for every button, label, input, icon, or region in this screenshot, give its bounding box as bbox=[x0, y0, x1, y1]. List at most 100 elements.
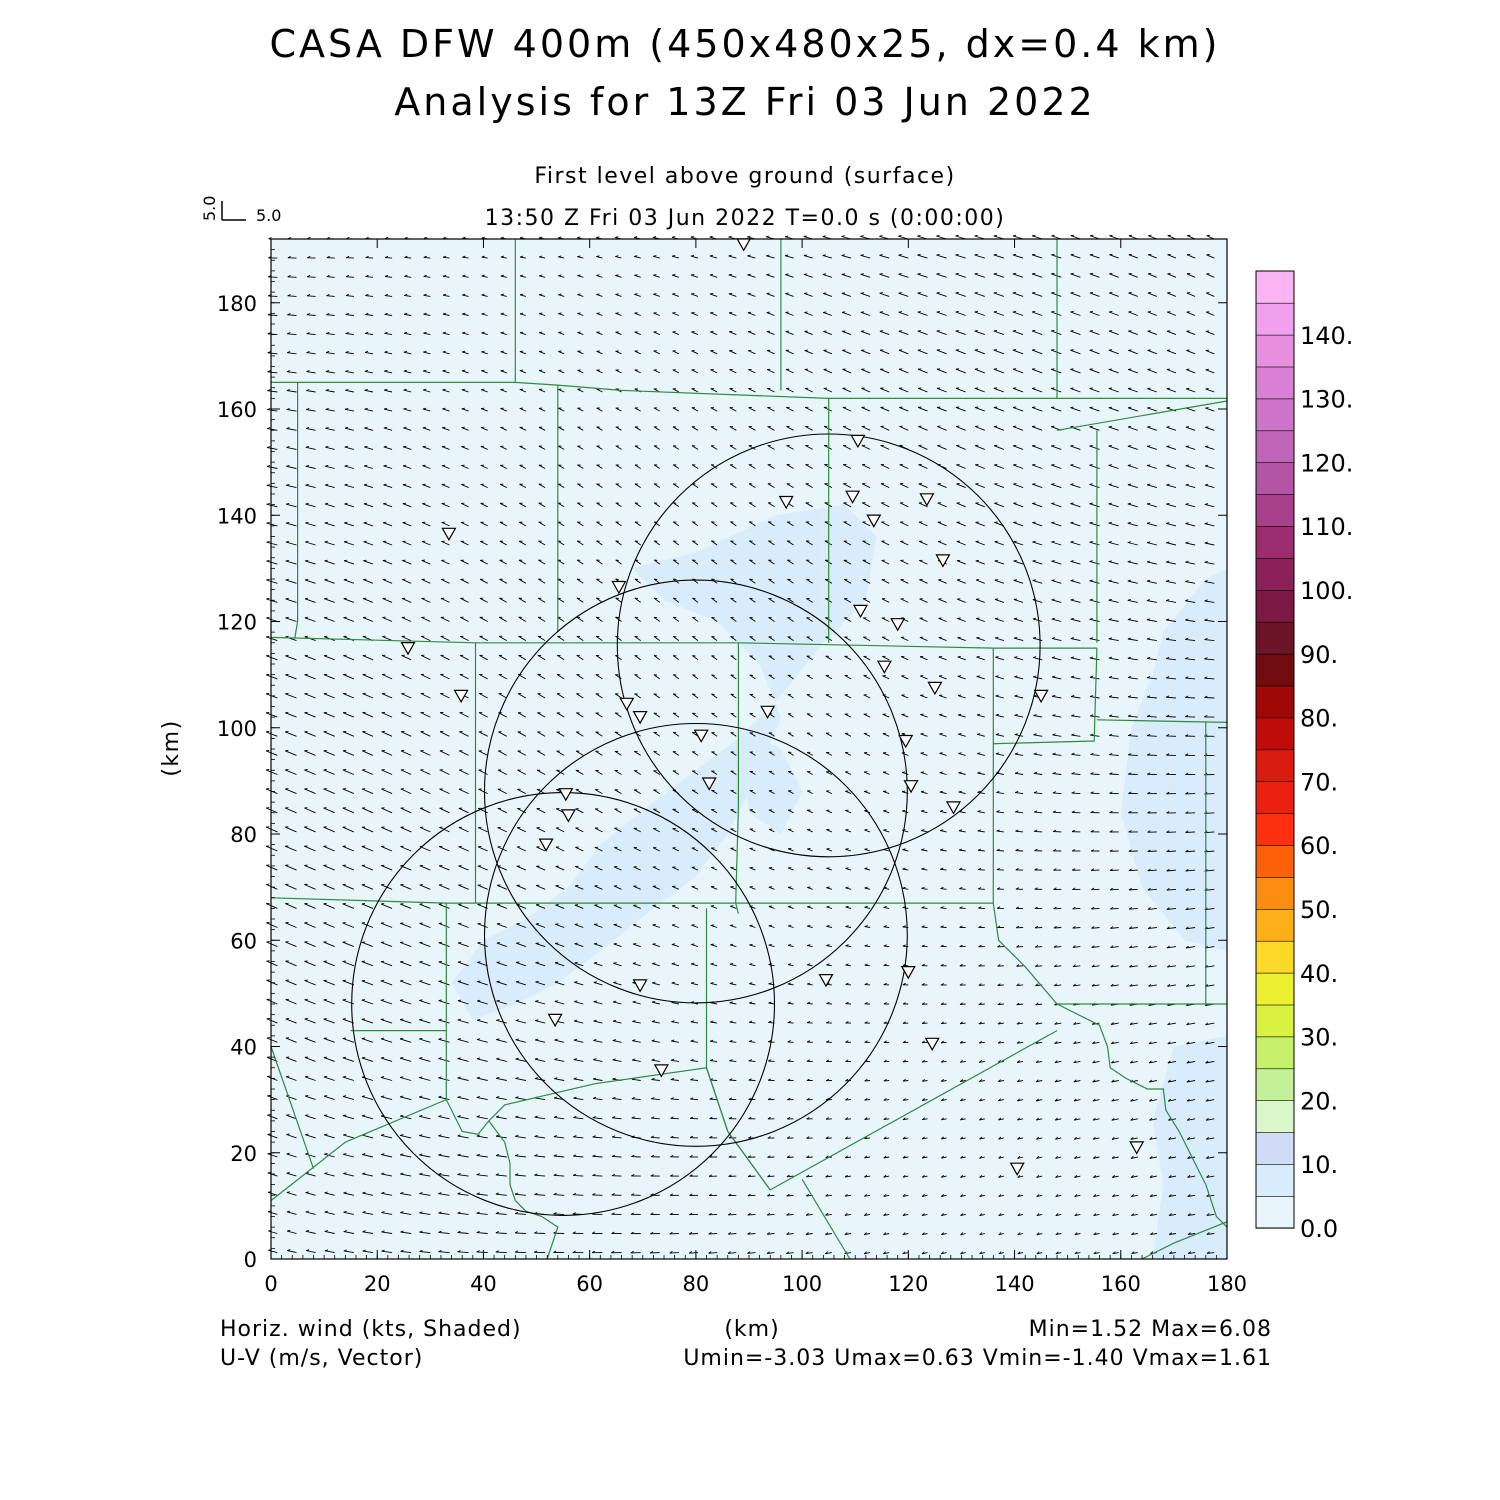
wind-vector bbox=[596, 578, 603, 584]
wind-vector bbox=[497, 807, 507, 814]
wind-vector-head bbox=[363, 521, 367, 524]
wind-vector bbox=[305, 560, 316, 565]
wind-vector bbox=[500, 389, 507, 393]
wind-vector-head bbox=[457, 1095, 461, 1098]
wind-vector bbox=[691, 828, 699, 833]
wind-vector-head bbox=[768, 905, 773, 907]
wind-vector-head bbox=[959, 1021, 963, 1025]
wind-vector-head bbox=[864, 925, 868, 928]
wind-vector bbox=[442, 294, 450, 297]
wind-vector bbox=[499, 521, 508, 527]
wind-vector bbox=[710, 905, 718, 909]
wind-vector-head bbox=[573, 1019, 578, 1022]
wind-vector bbox=[862, 617, 871, 622]
wind-vector bbox=[518, 655, 527, 661]
wind-vector bbox=[439, 750, 450, 756]
wind-vector-head bbox=[975, 502, 979, 504]
wind-vector-head bbox=[403, 369, 408, 372]
wind-vector-head bbox=[1016, 1021, 1020, 1025]
wind-vector bbox=[1109, 773, 1119, 775]
wind-vector bbox=[804, 349, 813, 355]
wind-vector-head bbox=[438, 1057, 442, 1059]
wind-vector-head bbox=[384, 350, 388, 353]
wind-vector-head bbox=[788, 886, 792, 888]
wind-vector bbox=[806, 713, 813, 718]
wind-vector bbox=[442, 370, 450, 374]
wind-vector-head bbox=[902, 1117, 906, 1121]
wind-vector-head bbox=[844, 1213, 848, 1216]
wind-vector bbox=[672, 521, 680, 527]
wind-vector-head bbox=[1051, 406, 1055, 408]
wind-vector bbox=[919, 656, 928, 661]
wind-vector bbox=[596, 483, 603, 488]
wind-vector bbox=[499, 578, 508, 584]
wind-vector bbox=[1127, 696, 1138, 699]
wind-vector bbox=[323, 731, 335, 737]
wind-vector-head bbox=[438, 961, 442, 963]
wind-vector bbox=[806, 598, 813, 603]
wind-vector bbox=[364, 370, 374, 374]
wind-vector-head bbox=[995, 694, 999, 697]
wind-vector-head bbox=[803, 254, 808, 257]
wind-vector bbox=[419, 807, 431, 814]
wind-vector bbox=[631, 1098, 641, 1101]
wind-vector bbox=[500, 256, 507, 259]
wind-vector bbox=[1128, 888, 1138, 891]
wind-vector bbox=[457, 980, 469, 986]
wind-vector-head bbox=[692, 655, 696, 657]
wind-vector bbox=[1108, 388, 1119, 393]
wind-vector bbox=[593, 1020, 603, 1024]
wind-vector bbox=[537, 731, 546, 737]
wind-vector-head bbox=[553, 1135, 558, 1138]
wind-vector-head bbox=[994, 425, 998, 428]
wind-vector-head bbox=[419, 1057, 423, 1059]
wind-vector bbox=[711, 597, 718, 603]
wind-vector bbox=[476, 1077, 488, 1081]
wind-vector bbox=[1093, 1175, 1100, 1178]
wind-vector bbox=[438, 884, 450, 890]
wind-vector bbox=[285, 731, 297, 737]
wind-vector bbox=[343, 1250, 354, 1254]
wind-vector bbox=[1070, 254, 1081, 259]
vector-key-v-label: 5.0 bbox=[200, 196, 219, 221]
wind-vector-head bbox=[938, 655, 943, 658]
wind-vector bbox=[825, 1118, 832, 1120]
wind-vector bbox=[653, 655, 661, 661]
wind-vector bbox=[399, 1019, 412, 1024]
wind-vector-head bbox=[748, 1097, 752, 1100]
wind-vector bbox=[342, 750, 355, 756]
wind-vector bbox=[730, 732, 737, 737]
wind-vector bbox=[1052, 811, 1062, 814]
wind-vector bbox=[519, 294, 527, 297]
wind-vector bbox=[1127, 388, 1138, 393]
wind-vector-head bbox=[306, 293, 311, 297]
wind-vector bbox=[936, 387, 947, 393]
wind-vector-head bbox=[883, 1174, 887, 1178]
wind-vector-head bbox=[403, 350, 408, 353]
wind-vector-head bbox=[883, 1040, 887, 1043]
wind-vector-head bbox=[979, 1251, 983, 1255]
wind-vector-head bbox=[325, 407, 329, 410]
wind-vector-head bbox=[343, 1172, 347, 1175]
wind-vector bbox=[457, 1077, 469, 1081]
wind-vector bbox=[1012, 387, 1024, 393]
wind-vector bbox=[267, 1191, 278, 1196]
wind-vector bbox=[730, 578, 737, 584]
wind-vector-head bbox=[728, 292, 733, 295]
wind-vector bbox=[843, 502, 852, 508]
wind-vector-head bbox=[898, 235, 902, 237]
wind-vector bbox=[690, 982, 699, 986]
wind-vector bbox=[710, 886, 718, 890]
wind-vector bbox=[381, 1192, 393, 1196]
wind-vector-head bbox=[977, 771, 981, 774]
wind-vector bbox=[692, 655, 699, 661]
wind-vector-head bbox=[577, 274, 581, 277]
wind-vector bbox=[1051, 330, 1062, 336]
wind-vector-head bbox=[515, 1115, 519, 1118]
wind-vector bbox=[573, 1039, 584, 1043]
wind-vector-head bbox=[1127, 637, 1132, 640]
wind-vector bbox=[572, 1194, 584, 1196]
wind-vector-head bbox=[709, 292, 714, 295]
wind-vector-head bbox=[921, 867, 925, 870]
wind-vector-head bbox=[344, 407, 349, 410]
